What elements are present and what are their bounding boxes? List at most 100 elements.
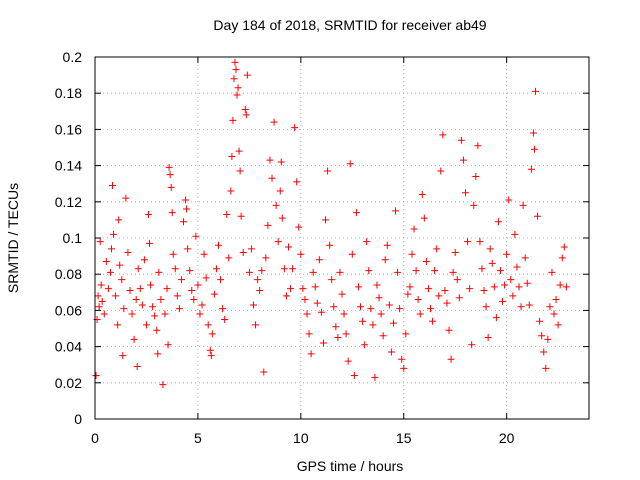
data-point bbox=[208, 330, 216, 338]
data-point bbox=[437, 167, 445, 175]
data-point bbox=[210, 290, 218, 298]
data-point bbox=[256, 286, 264, 294]
data-point bbox=[120, 305, 128, 313]
data-point bbox=[291, 124, 299, 132]
data-point bbox=[509, 292, 517, 300]
data-point bbox=[277, 158, 285, 166]
data-point bbox=[377, 310, 385, 318]
y-tick-label: 0.18 bbox=[55, 85, 82, 101]
data-point bbox=[206, 346, 214, 354]
data-point bbox=[431, 267, 439, 275]
data-point bbox=[287, 285, 295, 293]
y-tick-label: 0.14 bbox=[55, 158, 82, 174]
data-point bbox=[552, 296, 560, 304]
data-point bbox=[194, 281, 202, 289]
data-point bbox=[480, 286, 488, 294]
data-point bbox=[499, 297, 507, 305]
data-point bbox=[363, 238, 371, 246]
data-point bbox=[404, 290, 412, 298]
data-point bbox=[114, 321, 122, 329]
data-point bbox=[389, 319, 397, 327]
data-point bbox=[459, 156, 467, 164]
data-point bbox=[531, 87, 539, 95]
data-point bbox=[412, 267, 420, 275]
data-point bbox=[289, 265, 297, 273]
data-point bbox=[367, 305, 375, 313]
data-point bbox=[371, 373, 379, 381]
data-point bbox=[166, 171, 174, 179]
x-tick-label: 0 bbox=[91, 430, 99, 446]
data-point bbox=[494, 218, 502, 226]
data-point bbox=[369, 321, 377, 329]
data-point bbox=[334, 334, 342, 342]
data-point bbox=[98, 297, 106, 305]
data-point bbox=[249, 301, 257, 309]
grid bbox=[95, 57, 589, 419]
data-point bbox=[95, 303, 103, 311]
data-point bbox=[272, 201, 280, 209]
y-axis-label: SRMTID / TECUs bbox=[5, 183, 21, 293]
data-point bbox=[112, 292, 120, 300]
data-point bbox=[429, 317, 437, 325]
data-point bbox=[381, 256, 389, 264]
data-point bbox=[519, 201, 527, 209]
data-point bbox=[501, 281, 509, 289]
data-point bbox=[354, 283, 362, 291]
y-tick-label: 0.12 bbox=[55, 194, 82, 210]
data-point bbox=[507, 276, 515, 284]
data-point bbox=[406, 283, 414, 291]
data-point bbox=[154, 350, 162, 358]
data-point bbox=[470, 201, 478, 209]
data-point bbox=[190, 296, 198, 304]
data-point bbox=[295, 223, 303, 231]
data-point bbox=[548, 268, 556, 276]
data-point bbox=[375, 294, 383, 302]
data-point bbox=[554, 321, 562, 329]
data-point bbox=[180, 218, 188, 226]
data-point bbox=[96, 238, 104, 246]
y-tick-label: 0.2 bbox=[63, 49, 83, 65]
data-point bbox=[322, 216, 330, 224]
data-point bbox=[311, 283, 319, 291]
data-point bbox=[173, 292, 181, 300]
data-point bbox=[221, 315, 229, 323]
data-point bbox=[521, 254, 529, 262]
data-point bbox=[488, 259, 496, 267]
data-point bbox=[164, 341, 172, 349]
data-point bbox=[182, 196, 190, 204]
data-point bbox=[229, 116, 237, 124]
data-point bbox=[100, 310, 108, 318]
data-point bbox=[258, 267, 266, 275]
data-point bbox=[486, 245, 494, 253]
data-point bbox=[274, 238, 282, 246]
data-point bbox=[346, 160, 354, 168]
data-point bbox=[225, 254, 233, 262]
data-point bbox=[227, 187, 235, 195]
data-point bbox=[147, 281, 155, 289]
data-point bbox=[151, 312, 159, 320]
data-point bbox=[317, 308, 325, 316]
data-point bbox=[474, 142, 482, 150]
data-point bbox=[165, 163, 173, 171]
data-point bbox=[217, 276, 225, 284]
data-point bbox=[110, 230, 118, 238]
data-point bbox=[184, 245, 192, 253]
data-point bbox=[466, 285, 474, 293]
data-point bbox=[534, 212, 542, 220]
data-point bbox=[313, 299, 321, 307]
data-point bbox=[262, 254, 270, 262]
plot-area-border bbox=[94, 56, 590, 420]
data-point bbox=[237, 212, 245, 220]
data-point bbox=[136, 285, 144, 293]
data-point bbox=[462, 189, 469, 197]
data-point bbox=[357, 303, 365, 311]
data-point bbox=[511, 230, 519, 238]
data-point bbox=[130, 335, 138, 343]
data-point bbox=[330, 303, 338, 311]
data-point bbox=[496, 267, 504, 275]
data-point bbox=[159, 381, 167, 389]
data-point bbox=[230, 75, 238, 83]
y-tick-label: 0.02 bbox=[55, 375, 82, 391]
data-point bbox=[443, 299, 451, 307]
data-point bbox=[464, 238, 472, 246]
